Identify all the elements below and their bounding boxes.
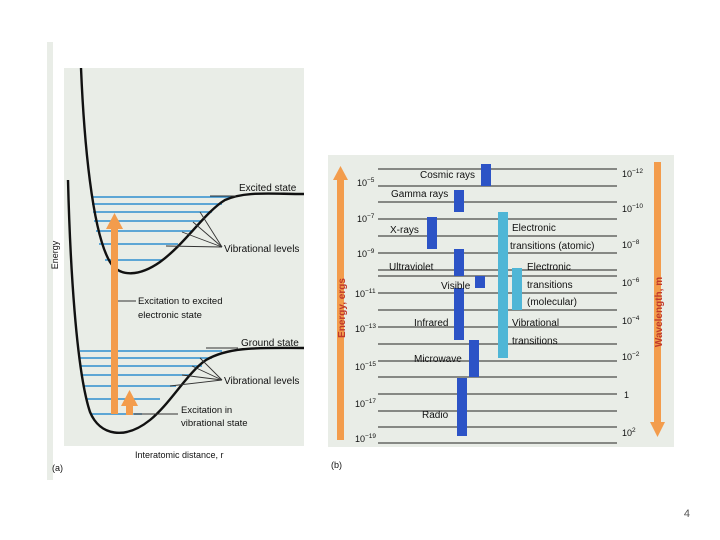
microwave-label: Microwave <box>414 354 462 365</box>
infrared-label: Infrared <box>414 318 448 329</box>
grid-lines <box>378 168 617 444</box>
transition-bands <box>498 212 522 358</box>
gamma-rays-label: Gamma rays <box>391 189 448 200</box>
electronic-atomic-label-1: Electronic <box>512 223 556 234</box>
vibrational-band <box>498 276 508 358</box>
wavelength-arrow <box>650 162 665 437</box>
transition-labels: Electronic transitions (atomic) Electron… <box>510 223 594 347</box>
radiation-bands <box>427 164 491 436</box>
interatomic-distance-label: Interatomic distance, r <box>135 450 224 460</box>
panel-b-caption: (b) <box>331 460 342 470</box>
wavelength-m-label: Wavelength, m <box>654 277 665 347</box>
cosmic-rays-band <box>481 164 491 186</box>
excited-state-curve <box>79 67 305 275</box>
panel-a-caption: (a) <box>52 463 63 473</box>
radio-band <box>457 378 467 436</box>
wavelength-tick: 10−2 <box>622 351 640 362</box>
excited-state-label: Excited state <box>239 183 297 194</box>
panel-b-diagram: Cosmic rays Gamma rays X-rays Ultraviole… <box>328 155 674 470</box>
ultraviolet-band <box>454 249 464 276</box>
electronic-molecular-label-1: Electronic <box>527 262 571 273</box>
x-rays-label: X-rays <box>390 225 419 236</box>
energy-tick: 10−15 <box>355 361 376 372</box>
wavelength-tick: 10−6 <box>622 277 640 288</box>
energy-tick: 10−13 <box>355 323 376 334</box>
excitation-electronic-label-2: electronic state <box>138 310 202 321</box>
excitation-vibrational-label-2: vibrational state <box>181 418 248 429</box>
energy-tick: 10−17 <box>355 398 376 409</box>
electronic-molecular-label-3: (molecular) <box>527 297 577 308</box>
energy-tick: 10−19 <box>355 433 376 444</box>
energy-tick: 10−5 <box>357 177 375 188</box>
cosmic-rays-label: Cosmic rays <box>420 170 475 181</box>
wavelength-ticks: 10−12 10−10 10−8 10−6 10−4 10−2 1 102 <box>622 168 643 438</box>
electronic-molecular-band <box>512 268 522 310</box>
x-rays-band <box>427 217 437 249</box>
wavelength-tick: 10−12 <box>622 168 643 179</box>
vibrational-excitation-arrow <box>121 390 138 415</box>
slide-number: 4 <box>683 508 690 520</box>
energy-axis-label: Energy <box>50 240 60 269</box>
energy-tick: 10−11 <box>355 288 376 299</box>
vibrational-label-1: Vibrational <box>512 318 559 329</box>
microwave-band <box>469 340 479 377</box>
leader-lines <box>118 195 238 415</box>
wavelength-tick: 1 <box>624 390 629 400</box>
wavelength-tick: 102 <box>622 427 636 438</box>
infrared-band <box>454 288 464 340</box>
wavelength-tick: 10−8 <box>622 239 640 250</box>
gamma-rays-band <box>454 190 464 212</box>
radiation-labels: Cosmic rays Gamma rays X-rays Ultraviole… <box>389 170 475 421</box>
panel-a-diagram: Excited state Vibrational levels Excitat… <box>47 42 305 480</box>
vibrational-levels-lower-label: Vibrational levels <box>224 376 299 387</box>
ground-state-curve <box>66 179 305 434</box>
panel-a-left-strip <box>47 42 53 480</box>
panel-a-background <box>64 68 304 446</box>
ultraviolet-label: Ultraviolet <box>389 262 434 273</box>
electronic-molecular-label-2: transitions <box>527 280 573 291</box>
vibrational-label-2: transitions <box>512 336 558 347</box>
wavelength-tick: 10−4 <box>622 315 640 326</box>
visible-label: Visible <box>441 281 471 292</box>
visible-band <box>475 276 485 288</box>
excitation-electronic-label-1: Excitation to excited <box>138 296 223 307</box>
energy-arrow <box>333 166 348 440</box>
electronic-excitation-arrow <box>106 213 123 414</box>
ground-state-label: Ground state <box>241 338 299 349</box>
energy-tick: 10−7 <box>357 213 375 224</box>
wavelength-tick: 10−10 <box>622 203 643 214</box>
excitation-vibrational-label-1: Excitation in <box>181 405 232 416</box>
radio-label: Radio <box>422 410 449 421</box>
energy-ticks: 10−5 10−7 10−9 10−11 10−13 10−15 10−17 1… <box>355 177 376 444</box>
energy-tick: 10−9 <box>357 248 375 259</box>
energy-ergs-label: Energy, ergs <box>337 278 348 338</box>
vibrational-levels-upper-label: Vibrational levels <box>224 244 299 255</box>
electronic-atomic-band <box>498 212 508 279</box>
electronic-atomic-label-2: transitions (atomic) <box>510 241 594 252</box>
